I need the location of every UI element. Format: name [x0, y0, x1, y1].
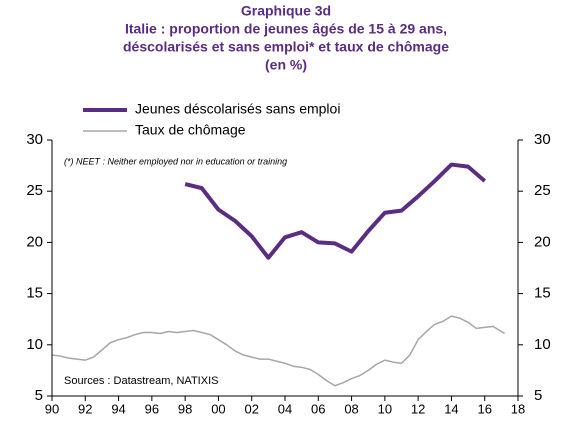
- x-tick-label: 08: [344, 401, 358, 416]
- y-tick-label: 30: [26, 131, 43, 148]
- series-line: [51, 315, 506, 387]
- x-tick-label: 18: [511, 401, 525, 416]
- chart-title: (en %): [265, 57, 307, 73]
- chart-title: déscolarisés et sans emploi* et taux de …: [123, 39, 449, 55]
- y2-tick-label: 10: [534, 336, 551, 353]
- x-tick-label: 98: [178, 401, 192, 416]
- x-tick-label: 02: [244, 401, 258, 416]
- y-tick-label: 5: [35, 387, 43, 404]
- series-line: [184, 162, 487, 260]
- x-tick-label: 12: [411, 401, 425, 416]
- y2-tick-label: 20: [534, 233, 551, 250]
- source-bg: [58, 370, 228, 390]
- y2-tick-label: 15: [534, 285, 551, 302]
- x-tick-label: 96: [145, 401, 159, 416]
- y2-tick-label: 25: [534, 182, 551, 199]
- x-tick-label: 16: [477, 401, 491, 416]
- y-tick-label: 20: [26, 233, 43, 250]
- y-tick-label: 25: [26, 182, 43, 199]
- x-tick-label: 92: [78, 401, 92, 416]
- x-tick-label: 10: [378, 401, 392, 416]
- y2-tick-label: 5: [534, 387, 542, 404]
- legend-label: Jeunes déscolarisés sans emploi: [135, 101, 340, 117]
- chart-title: Graphique 3d: [241, 3, 331, 19]
- x-tick-label: 14: [444, 401, 458, 416]
- y-tick-label: 15: [26, 285, 43, 302]
- legend-label: Taux de chômage: [135, 122, 246, 138]
- y2-tick-label: 30: [534, 131, 551, 148]
- x-tick-label: 00: [211, 401, 225, 416]
- note: (*) NEET : Neither employed nor in educa…: [64, 156, 287, 166]
- x-tick-label: 06: [311, 401, 325, 416]
- chart-title: Italie : proportion de jeunes âgés de 15…: [125, 21, 447, 37]
- source: Sources : Datastream, NATIXIS: [64, 375, 218, 387]
- x-tick-label: 90: [45, 401, 59, 416]
- y-tick-label: 10: [26, 336, 43, 353]
- x-tick-label: 04: [278, 401, 292, 416]
- x-tick-label: 94: [111, 401, 125, 416]
